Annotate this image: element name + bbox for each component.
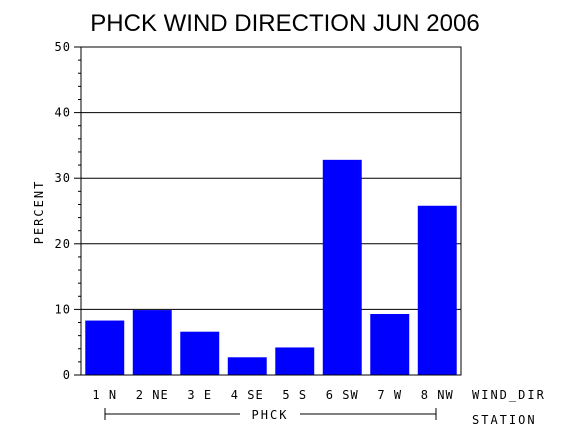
bar	[132, 310, 172, 375]
x-tick-label: 6 SW	[326, 388, 359, 402]
y-tick-label: 20	[55, 237, 71, 251]
group-axis-label: STATION	[472, 413, 537, 427]
bar	[370, 313, 410, 375]
bar	[180, 331, 220, 375]
chart-title: PHCK WIND DIRECTION JUN 2006	[90, 10, 479, 37]
bar	[85, 320, 125, 375]
bar	[275, 347, 315, 375]
plot-frame	[80, 46, 462, 376]
y-axis-ticks: 0 10 20 30 40 50	[55, 40, 81, 382]
x-tick-label: 4 SE	[231, 388, 264, 402]
x-tick-label: 1 N	[92, 388, 117, 402]
bar	[227, 357, 267, 375]
station-bracket: PHCK	[104, 408, 437, 422]
x-tick-label: 7 W	[377, 388, 402, 402]
y-tick-label: 0	[63, 368, 71, 382]
x-tick-label: 3 E	[187, 388, 212, 402]
bar	[322, 159, 362, 375]
bars	[85, 159, 457, 375]
y-tick-label: 30	[55, 171, 71, 185]
y-axis-label: PERCENT	[32, 180, 46, 245]
station-name: PHCK	[252, 408, 289, 422]
x-tick-label: 2 NE	[136, 388, 169, 402]
bar	[417, 205, 457, 375]
x-tick-label: 8 NW	[421, 388, 454, 402]
y-tick-label: 10	[55, 302, 71, 316]
x-axis-label: WIND_DIR	[472, 388, 546, 402]
y-tick-label: 40	[55, 106, 71, 120]
x-tick-label: 5 S	[282, 388, 307, 402]
gridlines	[81, 112, 461, 310]
x-axis-ticks: 1 N 2 NE 3 E 4 SE 5 S 6 SW 7 W 8 NW	[92, 388, 454, 402]
y-tick-label: 50	[55, 40, 71, 54]
